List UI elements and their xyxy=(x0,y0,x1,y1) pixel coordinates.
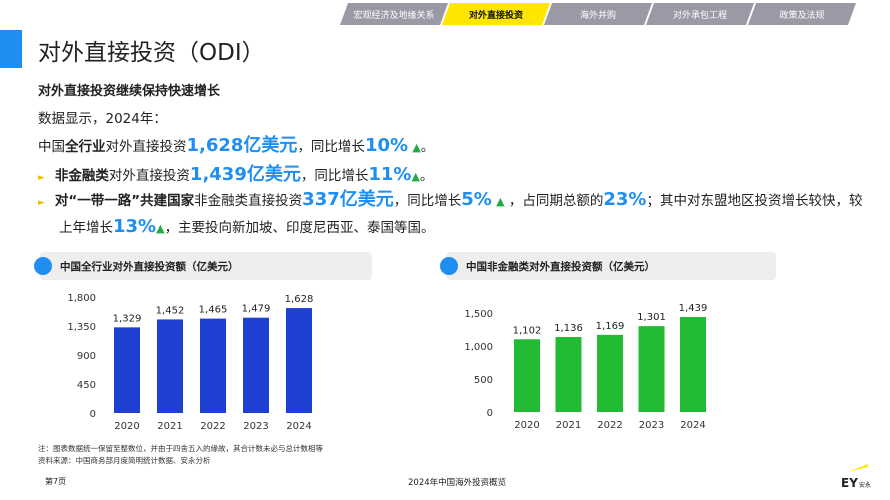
x-tick-label: 2023 xyxy=(243,421,268,432)
x-tick-label: 2020 xyxy=(514,420,539,431)
value: 1,628亿美元 xyxy=(186,135,298,156)
y-tick-label: 900 xyxy=(77,351,96,362)
value: 337亿美元 xyxy=(302,189,394,210)
up-arrow-icon: ▲ xyxy=(411,170,420,183)
text: 对外直接投资 xyxy=(108,168,190,184)
text: 对“一带一路”共建国家 xyxy=(54,193,195,209)
footnote: 注：图表数据统一保留至整数位，并由于四舍五入的缘故，其合计数未必与总计数相等 xyxy=(38,444,323,453)
bar-2024 xyxy=(680,317,706,412)
tab-macro[interactable]: 宏观经济及地缘关系 xyxy=(340,3,448,25)
para-belt-road: ► 对“一带一路”共建国家非金融类直接投资337亿美元，同比增长5% ▲ ，占同期… xyxy=(38,188,862,241)
up-arrow-icon: ▲ xyxy=(412,141,421,154)
section-nav: 宏观经济及地缘关系 对外直接投资 海外并购 对外承包工程 政策及法规 xyxy=(340,3,850,25)
chart2-title: 中国非金融类对外直接投资额（亿美元） xyxy=(466,260,655,273)
bullet-dot-icon xyxy=(440,257,458,275)
chart1-title: 中国全行业对外直接投资额（亿美元） xyxy=(60,260,239,273)
text: ，同比增长 xyxy=(297,139,365,155)
bullet-icon: ► xyxy=(38,198,45,208)
text: ，同比增长 xyxy=(300,168,369,184)
y-tick-label: 500 xyxy=(474,375,493,386)
text: 上年增长 xyxy=(59,220,113,236)
text: ，占同期总额的 xyxy=(508,193,604,209)
x-tick-label: 2023 xyxy=(639,420,664,431)
growth: 11% xyxy=(368,164,412,185)
data-label: 1,136 xyxy=(554,323,583,334)
x-tick-label: 2021 xyxy=(556,420,581,431)
ey-logo: EY 安永 xyxy=(838,462,874,490)
tab-mna[interactable]: 海外并购 xyxy=(544,3,652,25)
bar-2024 xyxy=(286,308,312,413)
intro: 数据显示，2024年： xyxy=(38,111,167,127)
para-nonfin: ► 非金融类对外直接投资1,439亿美元，同比增长11%▲。 xyxy=(38,160,433,186)
bar-2020 xyxy=(114,327,140,413)
footer-title: 2024年中国海外投资概览 xyxy=(408,478,507,488)
y-tick-label: 1,500 xyxy=(464,309,493,320)
growth: 13% xyxy=(113,216,157,237)
x-tick-label: 2024 xyxy=(286,421,311,432)
x-tick-label: 2022 xyxy=(597,420,622,431)
text: 对外直接投资 xyxy=(105,139,187,155)
subtitle: 对外直接投资继续保持快速增长 xyxy=(38,84,221,99)
source-note: 资料来源：中国商务部月度简明统计数据、安永分析 xyxy=(38,456,211,465)
data-label: 1,102 xyxy=(513,325,542,336)
bar-2022 xyxy=(200,318,226,413)
text: ；其中对东盟地区投资增长较快，较 xyxy=(646,193,863,209)
accent-bar xyxy=(0,30,22,68)
text: 非金融类直接投资 xyxy=(194,193,303,209)
bar-2023 xyxy=(243,317,269,413)
text: 非金融类 xyxy=(54,168,109,184)
text: 中国 xyxy=(38,139,65,155)
text: ，主要投向新加坡、印度尼西亚、泰国等国。 xyxy=(164,220,435,236)
value: 1,439亿美元 xyxy=(189,164,301,185)
y-tick-label: 1,800 xyxy=(67,293,96,304)
x-tick-label: 2020 xyxy=(114,421,139,432)
svg-text:EY: EY xyxy=(841,476,858,490)
data-label: 1,628 xyxy=(285,294,314,305)
up-arrow-icon: ▲ xyxy=(156,222,165,235)
tab-contracting[interactable]: 对外承包工程 xyxy=(646,3,754,25)
text: ，同比增长 xyxy=(393,193,462,209)
x-tick-label: 2024 xyxy=(680,420,705,431)
data-label: 1,169 xyxy=(596,321,625,332)
y-tick-label: 1,000 xyxy=(464,342,493,353)
data-label: 1,301 xyxy=(637,312,666,323)
growth: 10% xyxy=(364,135,409,156)
bullet-dot-icon xyxy=(34,257,52,275)
chart2-header: 中国非金融类对外直接投资额（亿美元） xyxy=(440,252,776,280)
bar-2021 xyxy=(157,319,183,413)
bar-2020 xyxy=(514,339,540,412)
text: 全行业 xyxy=(65,139,106,155)
svg-text:安永: 安永 xyxy=(859,481,871,489)
tab-policy[interactable]: 政策及法规 xyxy=(748,3,856,25)
growth: 5% xyxy=(461,189,492,210)
x-tick-label: 2021 xyxy=(157,421,182,432)
bullet-icon: ► xyxy=(38,173,45,183)
share: 23% xyxy=(603,189,647,210)
text: 。 xyxy=(420,139,435,155)
y-tick-label: 0 xyxy=(90,409,96,420)
chart1-header: 中国全行业对外直接投资额（亿美元） xyxy=(34,252,372,280)
data-label: 1,465 xyxy=(199,305,228,316)
data-label: 1,479 xyxy=(242,304,271,315)
data-label: 1,439 xyxy=(679,303,708,314)
bar-2023 xyxy=(638,326,665,412)
y-tick-label: 450 xyxy=(77,380,96,391)
data-label: 1,329 xyxy=(113,313,142,324)
para-total: 中国全行业对外直接投资1,628亿美元，同比增长10% ▲。 xyxy=(38,131,434,157)
up-arrow-icon: ▲ xyxy=(496,195,505,208)
data-label: 1,452 xyxy=(156,305,185,316)
tab-odi[interactable]: 对外直接投资 xyxy=(442,3,550,25)
bar-2022 xyxy=(597,334,623,412)
bar-2021 xyxy=(555,337,582,412)
text: 。 xyxy=(419,168,434,184)
page-number: 第7页 xyxy=(45,477,67,486)
x-tick-label: 2022 xyxy=(200,421,225,432)
y-tick-label: 0 xyxy=(487,408,493,419)
y-tick-label: 1,350 xyxy=(67,322,96,333)
page-title: 对外直接投资（ODI） xyxy=(38,40,265,66)
